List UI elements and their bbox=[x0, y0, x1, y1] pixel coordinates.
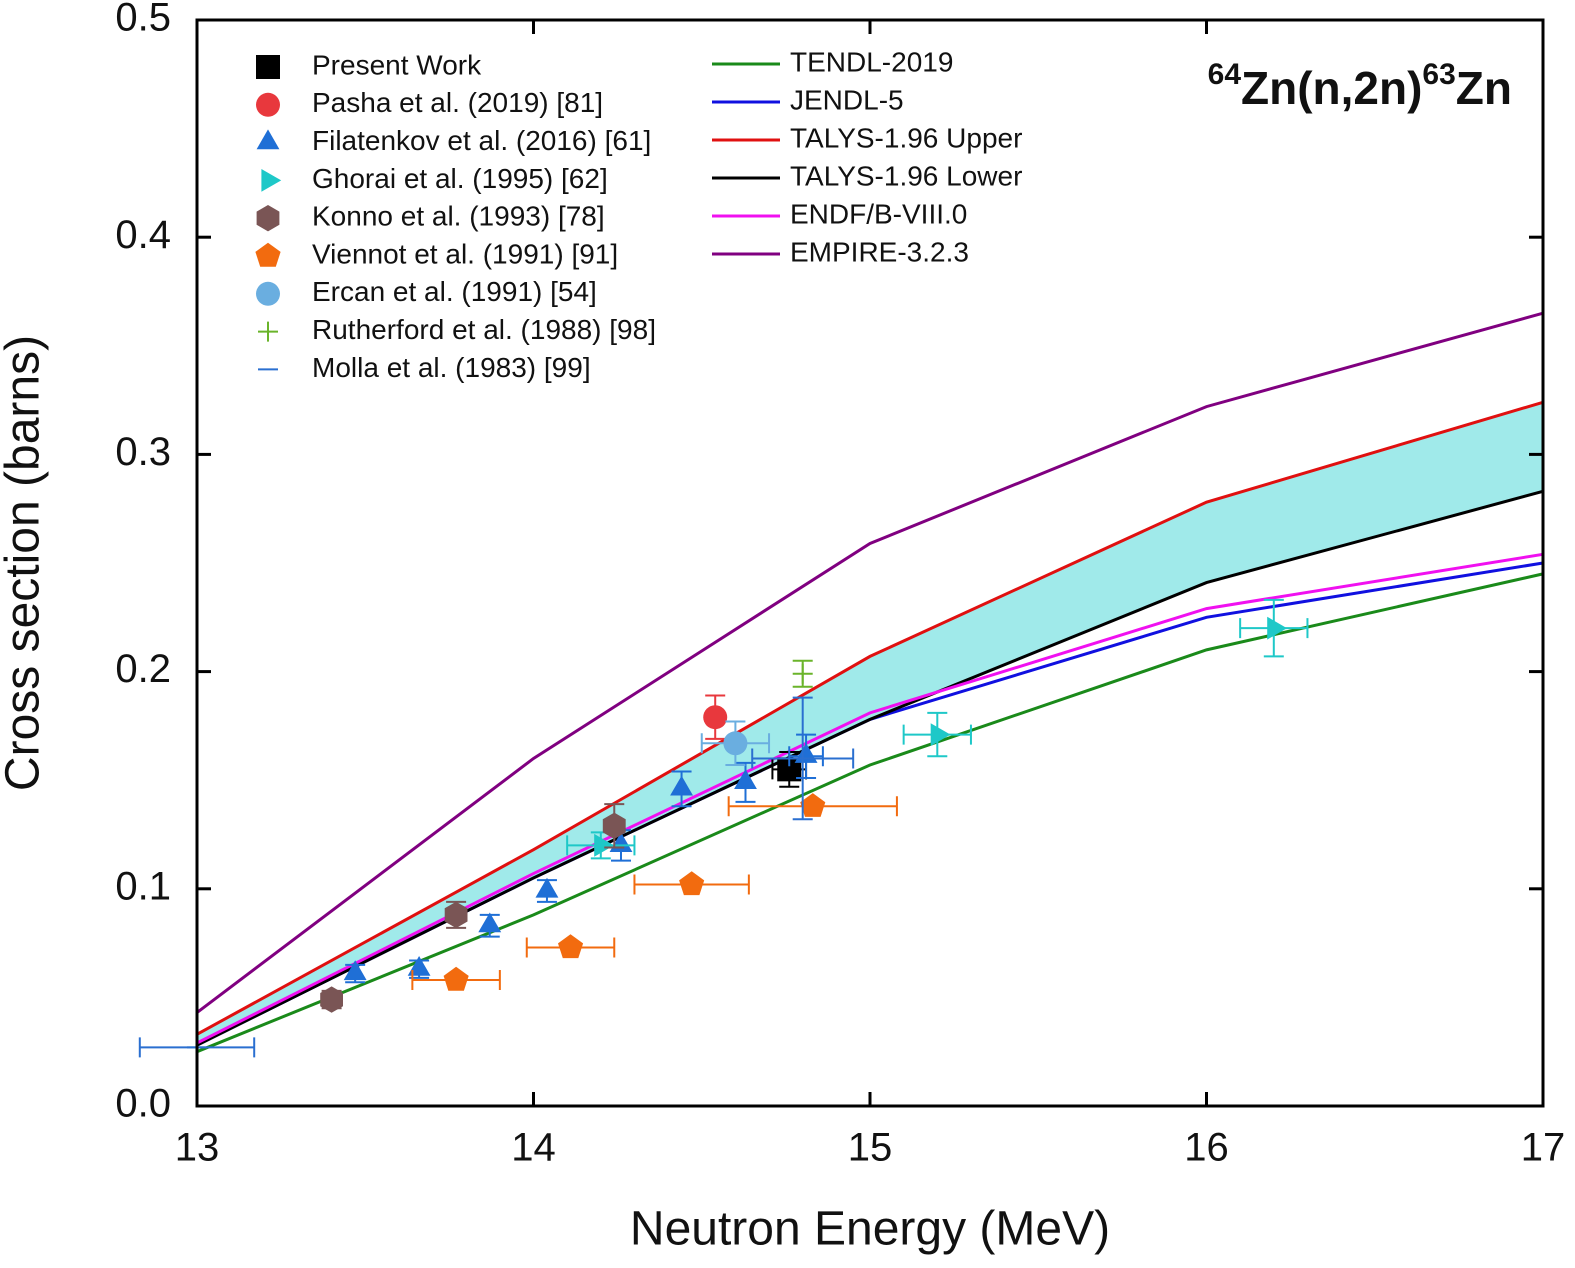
chart-title: 64Zn(n,2n)63Zn bbox=[1208, 58, 1512, 114]
marker bbox=[558, 934, 584, 959]
marker bbox=[734, 769, 757, 789]
legend-label: Pasha et al. (2019) [81] bbox=[312, 87, 603, 118]
legend-label: Present Work bbox=[312, 49, 482, 80]
marker bbox=[930, 723, 951, 746]
legend-marker bbox=[256, 205, 280, 232]
legend-label: Viennot et al. (1991) [91] bbox=[312, 238, 618, 269]
marker bbox=[407, 956, 431, 976]
y-tick-label: 0.5 bbox=[115, 0, 171, 40]
title-part: Zn bbox=[1456, 62, 1512, 114]
marker bbox=[343, 960, 367, 981]
marker bbox=[444, 901, 468, 929]
legend-label: TENDL-2019 bbox=[790, 46, 953, 77]
legend-marker bbox=[256, 129, 280, 150]
title-sup: 63 bbox=[1422, 58, 1455, 91]
marker bbox=[792, 663, 813, 684]
marker bbox=[320, 986, 343, 1013]
legend-label: Rutherford et al. (1988) [98] bbox=[312, 314, 656, 345]
marker bbox=[478, 912, 502, 933]
series-line bbox=[196, 572, 1544, 1054]
legend-label: Filatenkov et al. (2016) [61] bbox=[312, 125, 651, 156]
legend-label: TALYS-1.96 Upper bbox=[790, 122, 1022, 153]
x-tick-label: 13 bbox=[175, 1126, 220, 1170]
legend-label: TALYS-1.96 Lower bbox=[790, 160, 1022, 191]
legend-marker bbox=[256, 281, 280, 306]
x-axis-title: Neutron Energy (MeV) bbox=[630, 1203, 1110, 1256]
marker bbox=[670, 775, 693, 796]
legend-marker bbox=[258, 321, 278, 342]
legend-label: EMPIRE-3.2.3 bbox=[790, 236, 969, 267]
marker bbox=[535, 877, 559, 898]
legend-label: Ghorai et al. (1995) [62] bbox=[312, 163, 608, 194]
marker bbox=[1267, 616, 1287, 640]
y-tick-label: 0.2 bbox=[115, 647, 171, 691]
band-area bbox=[197, 402, 1543, 1046]
series-line bbox=[196, 552, 1544, 1045]
title-sup: 64 bbox=[1208, 58, 1242, 91]
legend-label: Konno et al. (1993) [78] bbox=[312, 201, 605, 232]
legend: Present Work Pasha et al. (2019) [81] Fila… bbox=[255, 46, 1022, 383]
legend-label: Ercan et al. (1991) [54] bbox=[312, 276, 597, 307]
marker bbox=[723, 731, 748, 756]
marker bbox=[800, 793, 826, 817]
x-tick-label: 16 bbox=[1184, 1126, 1229, 1170]
y-tick-label: 0.3 bbox=[115, 430, 171, 474]
title-part: Zn(n,2n) bbox=[1241, 62, 1422, 114]
legend-marker bbox=[255, 242, 281, 267]
y-tick-label: 0.0 bbox=[115, 1082, 171, 1126]
series-line bbox=[196, 561, 1544, 1047]
y-axis-title: Cross section (barns) bbox=[0, 335, 50, 791]
legend-label: Molla et al. (1983) [99] bbox=[312, 352, 591, 383]
marker bbox=[594, 833, 614, 857]
legend-marker bbox=[261, 169, 282, 192]
x-tick-label: 15 bbox=[848, 1126, 893, 1170]
marker bbox=[443, 966, 469, 991]
x-tick-label: 17 bbox=[1521, 1126, 1566, 1170]
marker bbox=[703, 705, 728, 730]
legend-marker bbox=[256, 55, 280, 79]
legend-label: ENDF/B-VIII.0 bbox=[790, 198, 967, 229]
series-line bbox=[196, 400, 1544, 1036]
marker bbox=[602, 812, 626, 839]
series-line bbox=[196, 489, 1544, 1047]
y-tick-label: 0.4 bbox=[115, 213, 171, 257]
y-tick-label: 0.1 bbox=[115, 864, 171, 908]
legend-label: JENDL-5 bbox=[790, 84, 904, 115]
legend-marker bbox=[256, 92, 280, 117]
marker bbox=[679, 871, 705, 896]
x-tick-label: 14 bbox=[511, 1126, 556, 1170]
series-line bbox=[196, 311, 1544, 1014]
